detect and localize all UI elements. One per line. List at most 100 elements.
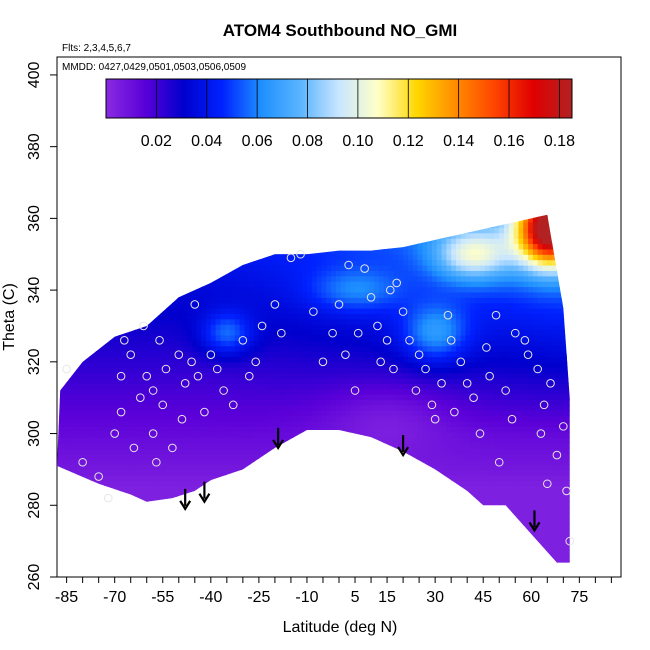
heatmap-cell xyxy=(114,377,121,384)
heatmap-cell xyxy=(379,474,385,481)
heatmap-cell xyxy=(258,555,265,562)
heatmap-cell xyxy=(345,265,351,271)
heatmap-cell xyxy=(201,523,207,530)
heatmap-cell xyxy=(355,318,361,325)
heatmap-cell xyxy=(359,485,366,492)
heatmap-cell xyxy=(321,232,327,239)
heatmap-cell xyxy=(230,248,236,255)
heatmap-cell xyxy=(100,334,106,341)
heatmap-cell xyxy=(258,442,265,449)
heatmap-cell xyxy=(133,533,140,540)
heatmap-cell xyxy=(220,243,226,250)
heatmap-cell xyxy=(311,324,318,331)
heatmap-cell xyxy=(258,539,265,546)
heatmap-cell xyxy=(220,214,226,218)
heatmap-cell xyxy=(196,528,202,535)
heatmap-cell xyxy=(278,533,284,540)
heatmap-cell xyxy=(210,286,217,293)
heatmap-cell xyxy=(321,356,327,363)
heatmap-cell xyxy=(273,313,279,320)
heatmap-cell xyxy=(345,356,351,363)
heatmap-cell xyxy=(259,566,264,572)
heatmap-cell xyxy=(157,351,164,358)
heatmap-cell xyxy=(162,442,169,449)
heatmap-cell xyxy=(393,329,399,336)
heatmap-cell xyxy=(163,200,168,206)
heatmap-cell xyxy=(239,464,246,471)
heatmap-cell xyxy=(210,281,217,288)
heatmap-cell xyxy=(76,206,81,212)
heatmap-cell xyxy=(206,367,212,374)
heatmap-cell xyxy=(350,227,356,234)
heatmap-cell xyxy=(100,442,106,449)
heatmap-cell xyxy=(138,340,145,347)
heatmap-cell xyxy=(201,388,207,395)
heatmap-cell xyxy=(148,232,154,239)
heatmap-cell xyxy=(210,523,217,530)
heatmap-cell xyxy=(282,458,289,465)
heatmap-cell xyxy=(100,437,106,444)
heatmap-cell xyxy=(181,474,188,481)
heatmap-cell xyxy=(268,415,274,422)
heatmap-cell xyxy=(340,480,347,487)
heatmap-cell xyxy=(181,318,188,325)
heatmap-cell xyxy=(143,399,149,406)
heatmap-cell xyxy=(85,340,92,347)
heatmap-cell xyxy=(316,544,322,551)
heatmap-cell xyxy=(62,206,67,212)
heatmap-cell xyxy=(153,214,159,218)
heatmap-cell xyxy=(81,501,87,508)
heatmap-cell xyxy=(393,539,399,546)
heatmap-cell xyxy=(297,345,303,352)
heatmap-cell xyxy=(57,259,63,266)
heatmap-cell xyxy=(71,232,77,239)
heatmap-cell xyxy=(66,214,73,218)
heatmap-cell xyxy=(359,399,366,406)
heatmap-cell xyxy=(355,501,361,508)
heatmap-cell xyxy=(321,490,327,497)
heatmap-cell xyxy=(85,544,92,551)
heatmap-cell xyxy=(225,404,231,411)
heatmap-cell xyxy=(61,555,68,562)
heatmap-cell xyxy=(234,442,241,449)
heatmap-cell xyxy=(109,544,116,551)
heatmap-cell xyxy=(133,313,140,320)
heatmap-cell xyxy=(316,265,322,271)
heatmap-cell xyxy=(359,528,366,535)
heatmap-cell xyxy=(383,388,390,395)
heatmap-cell xyxy=(133,297,140,304)
heatmap-cell xyxy=(71,512,77,519)
heatmap-cell xyxy=(153,415,159,422)
heatmap-cell xyxy=(109,523,116,530)
heatmap-cell xyxy=(249,464,255,471)
heatmap-cell xyxy=(278,464,284,471)
heatmap-cell xyxy=(393,560,399,563)
heatmap-cell xyxy=(379,318,385,325)
heatmap-cell xyxy=(124,270,130,277)
heatmap-cell xyxy=(133,308,140,315)
heatmap-cell xyxy=(326,501,332,508)
heatmap-cell xyxy=(306,372,313,379)
heatmap-cell xyxy=(76,431,82,438)
heatmap-cell xyxy=(254,351,260,358)
heatmap-cell xyxy=(225,248,231,255)
heatmap-cell xyxy=(153,474,159,481)
heatmap-cell xyxy=(172,458,178,465)
heatmap-cell xyxy=(81,324,87,331)
heatmap-cell xyxy=(167,216,173,223)
heatmap-cell xyxy=(172,206,177,212)
heatmap-cell xyxy=(244,464,250,471)
heatmap-cell xyxy=(306,464,313,471)
heatmap-cell xyxy=(81,361,87,368)
heatmap-cell xyxy=(278,453,284,460)
heatmap-cell xyxy=(133,232,140,239)
heatmap-cell xyxy=(129,399,135,406)
heatmap-cell xyxy=(254,291,260,298)
heatmap-cell xyxy=(388,281,395,288)
heatmap-cell xyxy=(287,447,294,454)
heatmap-cell xyxy=(81,383,87,390)
heatmap-cell xyxy=(172,216,178,223)
heatmap-cell xyxy=(138,329,145,336)
heatmap-cell xyxy=(201,206,206,212)
heatmap-cell xyxy=(287,334,294,341)
